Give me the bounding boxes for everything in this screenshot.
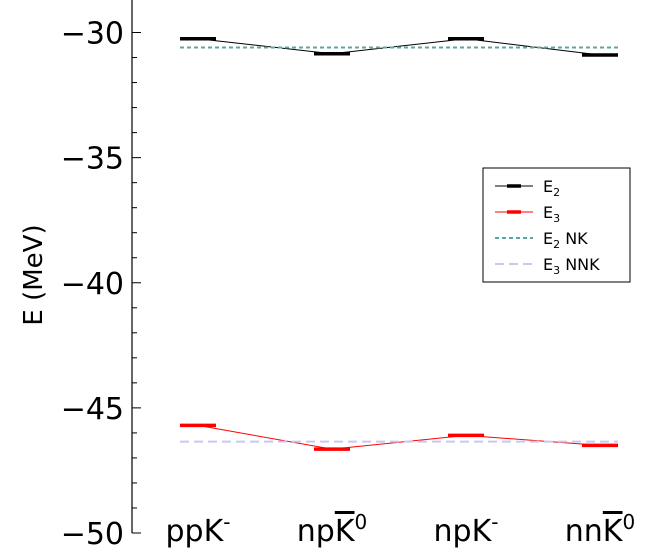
legend-entry-label: E2 bbox=[543, 177, 560, 199]
x-tick-label: npK0 bbox=[297, 510, 367, 549]
y-tick-label: −30 bbox=[61, 17, 124, 52]
series-line bbox=[197, 424, 601, 450]
y-tick-label: −50 bbox=[61, 517, 124, 552]
legend: E2 E3 E2 NK E3 NNK bbox=[482, 167, 631, 283]
series-layer bbox=[180, 37, 618, 451]
y-axis-label: E (MeV) bbox=[19, 224, 49, 325]
x-tick-label: ppK- bbox=[166, 510, 231, 549]
y-tick-label: −35 bbox=[61, 142, 124, 177]
x-tick-label: npK- bbox=[434, 510, 499, 549]
series-e3 bbox=[180, 423, 618, 451]
legend-entry-label: E3 NNK bbox=[543, 255, 600, 277]
y-ticks: −50 −45 −40 −35 −30 bbox=[61, 17, 141, 552]
legend-entry-label: E2 NK bbox=[543, 229, 588, 251]
x-tick-label: nnK0 bbox=[565, 510, 635, 549]
legend-box bbox=[482, 167, 631, 283]
legend-entry-label: E3 bbox=[543, 203, 560, 225]
y-tick-label: −45 bbox=[61, 392, 124, 427]
x-tick-labels: ppK-npK0 npK-nnK0 bbox=[166, 510, 636, 549]
y-tick-label: −40 bbox=[61, 267, 124, 302]
